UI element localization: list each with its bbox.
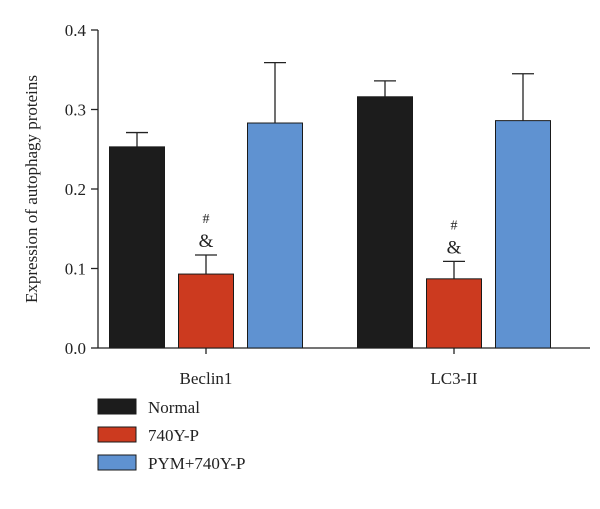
y-tick-label: 0.4 (65, 21, 87, 40)
x-tick-label: LC3-II (430, 369, 478, 388)
legend-label: 740Y-P (148, 426, 199, 445)
x-tick-label: Beclin1 (180, 369, 233, 388)
bar-740y-p-lc3-ii (426, 278, 482, 349)
y-tick-label: 0.1 (65, 260, 86, 279)
bars (109, 96, 551, 349)
legend: Normal 740Y-P PYM+740Y-P (97, 398, 245, 473)
bar-normal-beclin1 (109, 146, 165, 349)
y-tick-label: 0.3 (65, 101, 86, 120)
error-bars (126, 61, 534, 279)
significance-symbol: # (451, 218, 458, 233)
legend-swatch (97, 454, 137, 471)
significance-symbol: # (203, 212, 210, 227)
bar-740y-p-beclin1 (178, 273, 234, 349)
significance-symbol: & (199, 231, 214, 252)
legend-label: Normal (148, 398, 200, 417)
y-tick-label: 0.0 (65, 339, 86, 358)
legend-label: PYM+740Y-P (148, 454, 245, 473)
axis-labels: Expression of autophagy proteins Beclin1 L… (22, 75, 478, 388)
significance-symbol: & (447, 237, 462, 258)
legend-swatch (97, 398, 137, 415)
significance-annotations: # & # & (199, 212, 462, 258)
y-axis-label: Expression of autophagy proteins (22, 75, 41, 303)
legend-swatch (97, 426, 137, 443)
bar-pym-740y-p-lc3-ii (495, 120, 551, 349)
bar-normal-lc3-ii (357, 96, 413, 349)
bar-pym-740y-p-beclin1 (247, 122, 303, 349)
y-tick-label: 0.2 (65, 180, 86, 199)
